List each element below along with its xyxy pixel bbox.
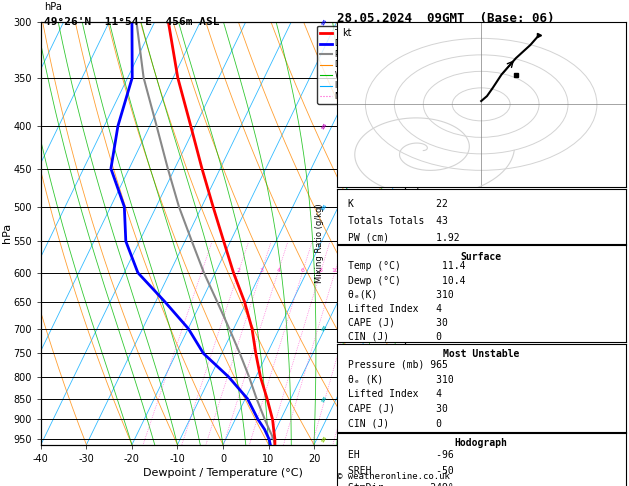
Text: 8: 8	[319, 268, 323, 274]
Text: θₑ (K)         310: θₑ (K) 310	[348, 374, 454, 384]
Text: StmDir        249°: StmDir 249°	[348, 483, 454, 486]
Text: 28.05.2024  09GMT  (Base: 06): 28.05.2024 09GMT (Base: 06)	[337, 12, 554, 25]
Text: Totals Totals  43: Totals Totals 43	[348, 216, 448, 226]
Text: Surface: Surface	[460, 252, 502, 262]
Text: 49°26'N  11°54'E  456m ASL: 49°26'N 11°54'E 456m ASL	[44, 17, 220, 27]
Text: Most Unstable: Most Unstable	[443, 349, 520, 359]
Text: Temp (°C)       11.4: Temp (°C) 11.4	[348, 261, 465, 272]
X-axis label: Dewpoint / Temperature (°C): Dewpoint / Temperature (°C)	[143, 468, 303, 478]
Text: SREH           -50: SREH -50	[348, 466, 454, 476]
Text: LCL: LCL	[389, 436, 403, 446]
Text: ≡: ≡	[318, 17, 330, 27]
Text: EH             -96: EH -96	[348, 450, 454, 460]
Text: Pressure (mb) 965: Pressure (mb) 965	[348, 360, 448, 369]
Text: ≡: ≡	[318, 434, 330, 444]
Text: CAPE (J)       30: CAPE (J) 30	[348, 404, 448, 414]
Text: ≡: ≡	[318, 394, 330, 404]
Text: θₑ(K)          310: θₑ(K) 310	[348, 290, 454, 300]
Text: 6: 6	[301, 268, 305, 274]
Text: CIN (J)        0: CIN (J) 0	[348, 419, 442, 429]
Text: Lifted Index   4: Lifted Index 4	[348, 389, 442, 399]
Legend: Temperature, Dewpoint, Parcel Trajectory, Dry Adiabat, Wet Adiabat, Isotherm, Mi: Temperature, Dewpoint, Parcel Trajectory…	[317, 26, 401, 104]
Text: Hodograph: Hodograph	[455, 438, 508, 448]
Text: Dewp (°C)       10.4: Dewp (°C) 10.4	[348, 276, 465, 286]
Text: PW (cm)        1.92: PW (cm) 1.92	[348, 233, 460, 243]
Text: 1: 1	[200, 268, 204, 274]
Text: Lifted Index   4: Lifted Index 4	[348, 304, 442, 314]
Text: ≡: ≡	[318, 202, 330, 212]
Y-axis label: hPa: hPa	[2, 223, 12, 243]
Text: K              22: K 22	[348, 199, 448, 209]
Text: kt: kt	[342, 29, 352, 38]
Text: 4: 4	[276, 268, 281, 274]
Text: hPa: hPa	[44, 2, 62, 12]
Text: CAPE (J)       30: CAPE (J) 30	[348, 318, 448, 328]
Text: Mixing Ratio (g/kg): Mixing Ratio (g/kg)	[315, 203, 324, 283]
Text: 10: 10	[331, 268, 339, 274]
Y-axis label: km
ASL: km ASL	[423, 224, 445, 243]
Text: ≡: ≡	[318, 323, 330, 334]
Text: 15: 15	[358, 268, 366, 274]
Text: CIN (J)        0: CIN (J) 0	[348, 332, 442, 342]
Text: ≡: ≡	[318, 121, 330, 131]
Text: 20: 20	[378, 268, 386, 274]
Text: © weatheronline.co.uk: © weatheronline.co.uk	[337, 472, 449, 481]
Text: 2: 2	[237, 268, 241, 274]
Text: 3: 3	[260, 268, 264, 274]
